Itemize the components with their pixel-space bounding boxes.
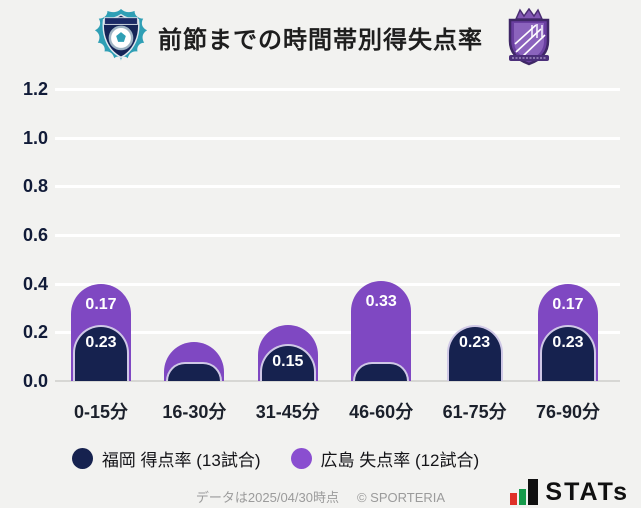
y-axis-tick-label: 1.2 <box>22 78 48 99</box>
gridline <box>55 282 620 286</box>
fukuoka-score-bar <box>73 324 129 381</box>
fukuoka-score-bar <box>540 324 596 381</box>
legend-label: 福岡 得点率 (13試合) <box>101 450 261 470</box>
fukuoka-swatch-icon <box>71 447 93 469</box>
legend: 福岡 得点率 (13試合) 広島 失点率 (12試合) <box>0 444 596 472</box>
y-axis-tick-label: 0.0 <box>22 371 48 391</box>
stats-logo: STATs <box>506 477 633 507</box>
page-title: 前節までの時間帯別得失点率 <box>158 27 483 54</box>
data-date-note: データは2025/04/30時点 <box>195 490 339 505</box>
gridline <box>55 380 620 382</box>
fukuoka-score-bar <box>259 344 316 381</box>
gridline <box>55 87 620 91</box>
legend-item-fukuoka: 福岡 得点率 (13試合) <box>71 446 261 471</box>
hiroshima-swatch-icon <box>290 447 312 469</box>
gridline <box>55 331 620 335</box>
x-axis-label: 76-90分 <box>535 402 601 422</box>
y-axis-tick-label: 0.8 <box>22 176 48 197</box>
sanfrecce-hiroshima-crest-icon <box>508 8 550 66</box>
y-axis-tick-label: 0.2 <box>22 322 48 343</box>
stats-logo-text: STATs <box>545 478 629 506</box>
copyright: © SPORTERIA <box>356 490 446 505</box>
fukuoka-score-bar <box>446 324 503 381</box>
fukuoka-score-bar <box>353 361 410 381</box>
y-axis-tick-label: 1.0 <box>22 127 48 148</box>
y-axis-tick-label: 0.4 <box>22 273 48 294</box>
avispa-fukuoka-crest-icon <box>94 8 148 62</box>
x-axis-label: 31-45分 <box>255 402 320 422</box>
gridline <box>55 233 620 237</box>
gridline <box>55 136 620 140</box>
data-source-note: データは2025/04/30時点 © SPORTERIA <box>0 487 641 506</box>
legend-item-hiroshima: 広島 失点率 (12試合) <box>290 446 480 471</box>
x-axis-label: 16-30分 <box>162 402 227 422</box>
x-axis-label: 0-15分 <box>73 402 129 422</box>
y-axis-tick-label: 0.6 <box>22 224 48 245</box>
x-axis-label: 61-75分 <box>442 402 507 422</box>
x-axis-label: 46-60分 <box>349 402 414 422</box>
legend-label: 広島 失点率 (12試合) <box>320 450 480 470</box>
gridline <box>55 185 620 189</box>
bar-chart-logo-icon <box>510 479 539 505</box>
